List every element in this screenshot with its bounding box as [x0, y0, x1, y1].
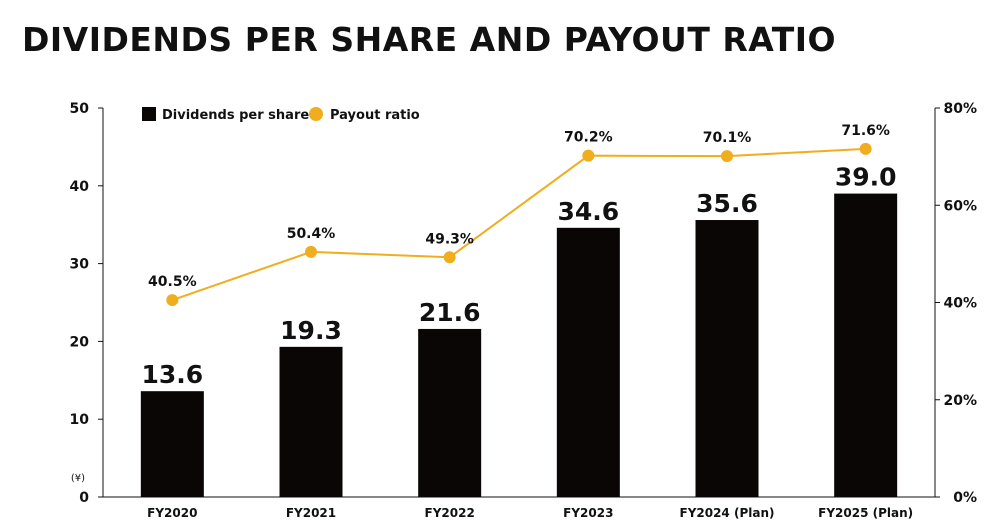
payout-ratio-line: [172, 147, 866, 302]
bar-value-label: 35.6: [696, 189, 758, 218]
y-left-tick-label: 20: [70, 334, 90, 350]
x-tick-label: FY2025 (Plan): [818, 506, 913, 520]
y-right-tick-label: 0%: [953, 490, 977, 506]
payout-ratio-point: [166, 294, 179, 307]
payout-ratio-point: [443, 251, 456, 264]
payout-ratio-label: 40.5%: [148, 274, 197, 290]
payout-ratio-label: 71.6%: [841, 123, 890, 139]
y-left-tick-label: 40: [70, 179, 90, 195]
y-left-tick-label: 10: [70, 412, 90, 428]
y-right-tick-label: 20%: [943, 393, 977, 409]
bar-fy2022: [418, 328, 482, 497]
legend-label-payout: Payout ratio: [330, 108, 420, 123]
bar-fy2020: [140, 391, 204, 497]
payout-ratio-label: 49.3%: [425, 231, 474, 247]
y-right-tick-label: 40%: [943, 296, 977, 312]
bar-value-label: 13.6: [141, 360, 203, 389]
bar-value-label: 39.0: [835, 163, 897, 192]
payout-ratio-label: 50.4%: [287, 226, 336, 242]
payout-ratio-point: [721, 150, 733, 163]
legend-label-dividends: Dividends per share: [162, 108, 309, 123]
bar-fy2023: [556, 227, 620, 497]
y-left-unit-label: (¥): [71, 473, 85, 484]
bar-value-label: 34.6: [557, 197, 619, 226]
x-tick-label: FY2022: [425, 506, 475, 520]
bar-fy2024-plan: [695, 220, 759, 498]
y-right-tick-label: 60%: [943, 198, 977, 214]
x-tick-label: FY2023: [563, 506, 613, 520]
legend-swatch-dividends: [142, 107, 156, 121]
y-left-tick-label: 0: [79, 490, 89, 506]
legend-swatch-payout: [309, 107, 323, 121]
payout-ratio-point: [582, 149, 595, 162]
chart-title: DIVIDENDS PER SHARE AND PAYOUT RATIO: [22, 20, 837, 59]
payout-ratio-label: 70.1%: [703, 130, 752, 146]
y-left-tick-label: 30: [70, 257, 90, 273]
x-tick-label: FY2021: [286, 506, 336, 520]
y-right-tick-label: 80%: [943, 101, 977, 117]
x-tick-label: FY2020: [147, 506, 197, 520]
bar-value-label: 21.6: [419, 298, 481, 327]
x-tick-label: FY2024 (Plan): [680, 506, 775, 520]
bar-value-label: 19.3: [280, 316, 342, 345]
payout-ratio-point: [859, 142, 872, 155]
bar-fy2021: [279, 346, 343, 497]
y-left-tick-label: 50: [70, 101, 90, 117]
payout-ratio-label: 70.2%: [564, 130, 613, 146]
payout-ratio-point: [305, 245, 317, 258]
bar-fy2025-plan: [834, 193, 898, 497]
